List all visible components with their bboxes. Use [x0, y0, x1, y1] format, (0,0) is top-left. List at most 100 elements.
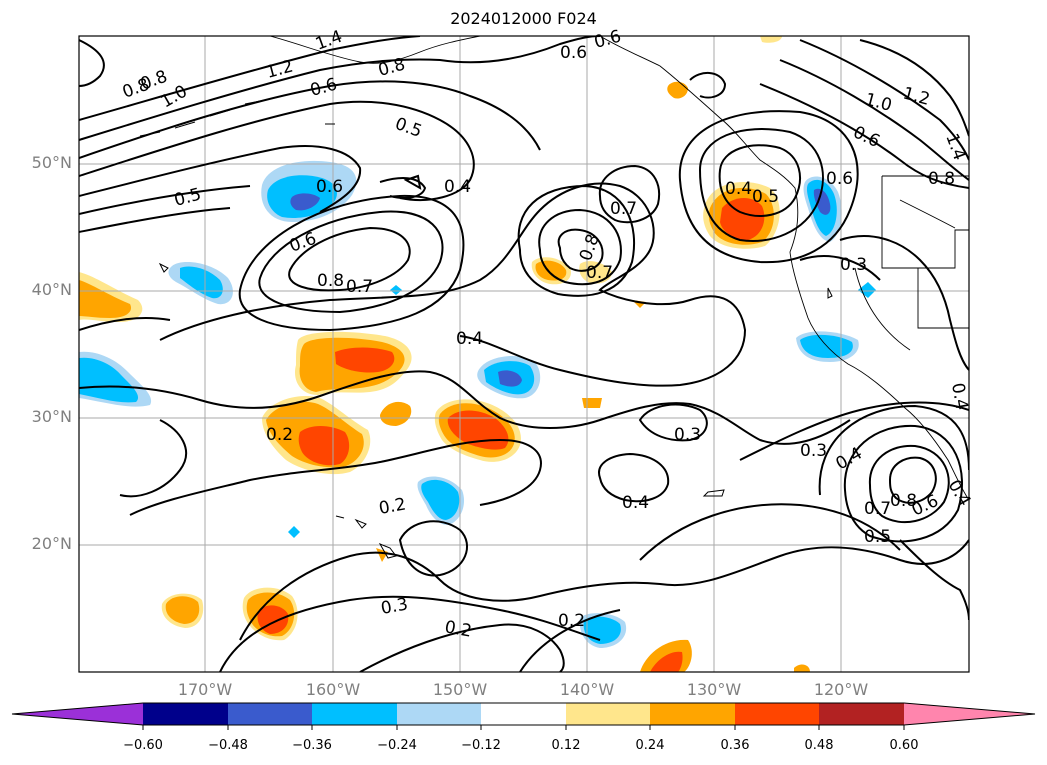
contour-label: 0.7 [346, 277, 373, 297]
contour-line [238, 194, 465, 332]
contour-label: 0.3 [379, 595, 409, 619]
colorbar-tick-label: 0.36 [720, 738, 750, 753]
anomaly-yellow [760, 36, 782, 43]
colorbar-segment [143, 703, 228, 725]
contour-line [598, 452, 670, 503]
contour-line [779, 59, 969, 181]
contour-line [519, 609, 621, 672]
contour-label: 0.4 [622, 493, 649, 513]
contours [79, 36, 969, 672]
north-america-coast [599, 36, 969, 501]
contour-label: 0.3 [840, 255, 867, 275]
colorbar-tick-label: −0.60 [123, 738, 163, 753]
contour-line [639, 503, 901, 561]
colorbar-tick-label: 0.12 [551, 738, 581, 753]
lat-label-50n: 50°N [31, 153, 72, 172]
anomaly-cyan [180, 266, 223, 299]
anomaly-blue-dark [813, 188, 831, 215]
colorbar-segment [397, 703, 481, 725]
map-title: 2024012000 F024 [450, 9, 597, 28]
colorbar-extend-low [12, 703, 143, 725]
contour-label: 0.4 [725, 179, 752, 199]
contour-line [759, 83, 969, 189]
contour-label: 0.6 [316, 177, 343, 197]
contour-line [739, 401, 969, 461]
colorbar-segment [312, 703, 397, 725]
contour-line [598, 164, 660, 224]
small-marker [403, 174, 422, 190]
lon-label-130w: 130°W [686, 680, 742, 699]
anomaly-orange [165, 596, 200, 624]
colorbar-tick-label: −0.12 [461, 738, 501, 753]
contour-label: 0.2 [377, 495, 407, 519]
contour-label: 0.3 [800, 441, 827, 461]
contour-line [538, 208, 622, 286]
anomaly-blue-dark [498, 370, 522, 387]
colorbar-extend-high [904, 703, 1035, 725]
anomaly-blue-dark [290, 193, 320, 211]
anomaly-orange [79, 280, 132, 318]
contour-line [79, 80, 541, 159]
contour-line [678, 110, 859, 264]
anomaly-red [298, 426, 350, 466]
anomaly-yellow [794, 664, 810, 672]
coastlines [269, 36, 969, 501]
contour-line [839, 235, 969, 371]
contour-label: 0.4 [456, 329, 483, 349]
contour-line [79, 36, 421, 121]
colorbar-segment [819, 703, 904, 725]
contour-line [79, 39, 105, 87]
state-border [854, 267, 911, 351]
hawaii-island [354, 518, 367, 529]
anomaly-red [335, 347, 395, 373]
contour-line [818, 404, 969, 496]
contour-line [799, 39, 969, 161]
colorbar-segment [735, 703, 819, 725]
anomaly-cyan [800, 334, 853, 358]
contour-line [79, 100, 475, 201]
contour-line [638, 403, 708, 442]
shaded-anomalies [79, 36, 876, 672]
island [702, 489, 725, 497]
contour-label: 0.2 [558, 611, 585, 631]
contour-line [219, 595, 601, 672]
lon-label-120w: 120°W [813, 680, 869, 699]
contour-line [557, 228, 604, 272]
lat-label-30n: 30°N [31, 407, 72, 426]
contour-line [258, 210, 444, 314]
contour-line [698, 128, 824, 242]
anomaly-orange [535, 260, 567, 281]
island [158, 262, 169, 273]
colorbar-segment [481, 703, 566, 725]
colorbar-segment [650, 703, 735, 725]
contour-line [899, 539, 969, 621]
contour-line [159, 182, 747, 387]
hawaii-island [335, 515, 345, 519]
colorbar-tick-label: −0.36 [292, 738, 332, 753]
contour-label: 0.6 [560, 43, 587, 63]
colorbar [11, 702, 1036, 730]
contour-line [79, 317, 171, 331]
contour-line [843, 424, 963, 543]
contour-label: 0.4 [947, 381, 971, 411]
contour-line [119, 419, 187, 498]
anomaly-orange [667, 81, 688, 99]
colorbar-tick-label: 0.24 [635, 738, 665, 753]
contour-label: 0.8 [890, 491, 917, 511]
anomaly-blue [858, 282, 876, 298]
colorbar-tick-label: −0.24 [377, 738, 417, 753]
lon-label-140w: 140°W [559, 680, 615, 699]
contour-line [359, 623, 565, 672]
contour-line [379, 177, 427, 199]
island [827, 287, 833, 299]
contour-label: 0.8 [317, 271, 344, 291]
contour-label: 0.5 [752, 187, 779, 207]
lon-label-150w: 150°W [432, 680, 488, 699]
contour-label: 0.2 [443, 617, 473, 641]
contour-line [689, 72, 727, 99]
contour-line [799, 255, 881, 281]
anomaly-cyan [79, 357, 139, 403]
contour-label: 0.7 [864, 499, 891, 519]
contour-line [79, 207, 231, 233]
